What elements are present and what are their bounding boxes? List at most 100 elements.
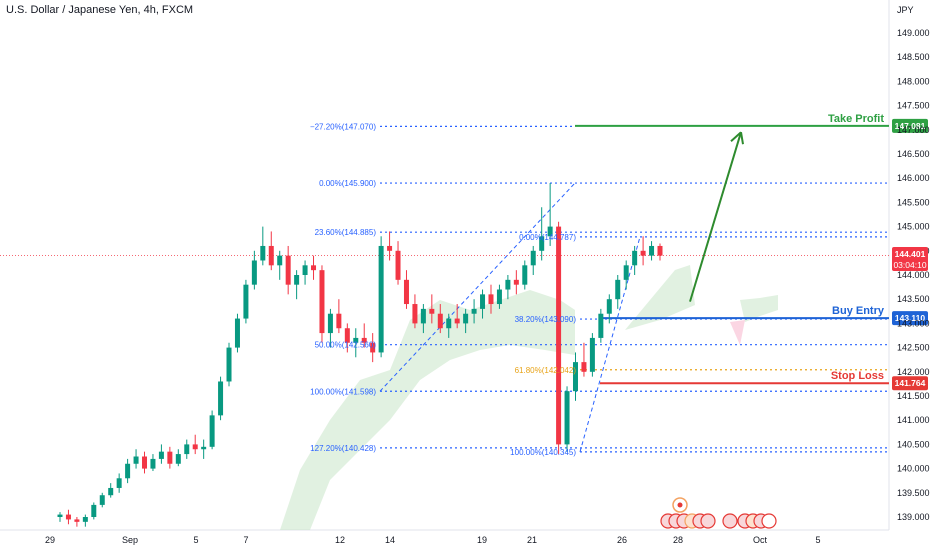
stop-loss-label: Stop Loss [831,370,884,382]
stop-loss-price-tag [892,376,928,391]
candle-body [471,308,477,314]
candle-body [589,337,595,372]
price-tick-label: 142.000 [897,367,930,377]
candle-body [640,250,646,256]
candle-body [226,347,232,382]
candle-body [116,478,122,488]
last-price-tag: 144.401 03:04:10 [892,247,928,271]
candle-body [564,391,570,445]
price-tick-label: 143.500 [897,294,930,304]
candle-body [108,487,114,496]
candle-body [496,289,502,305]
time-tick-label: 19 [477,535,487,545]
candle-body [395,250,401,280]
candle-body [505,279,511,290]
candle-body [488,294,494,305]
candle-body [572,362,578,392]
candle-body [454,318,460,324]
chart-title: U.S. Dollar / Japanese Yen, 4h, FXCM [6,4,193,16]
price-tick-label: 141.000 [897,415,930,425]
candle-body [150,458,156,469]
stop-loss-price-value: 141.764 [895,378,926,388]
candle-body [387,245,393,251]
time-tick-label: 26 [617,535,627,545]
candle-body [65,514,71,520]
price-tick-label: 149.000 [897,28,930,38]
candle-body [311,265,317,271]
fib-level-label: 100.00%(141.598) [310,387,376,396]
candle-body [319,270,325,334]
price-tick-label: 139.500 [897,488,930,498]
candle-body [556,226,562,445]
time-tick-label: 5 [193,535,198,545]
price-tick-label: 139.000 [897,512,930,522]
candle-body [412,304,418,324]
time-tick-label: 29 [45,535,55,545]
time-tick-label: 5 [815,535,820,545]
candle-body [192,444,198,450]
candle-body [243,284,249,319]
price-tick-label: 146.500 [897,149,930,159]
candle-body [175,454,181,464]
candles[interactable] [57,183,663,527]
candle-body [623,265,629,280]
candle-body [581,362,587,372]
us-flag-icon[interactable] [700,513,716,529]
candle-body [99,495,105,505]
candle-body [277,255,283,266]
price-tick-label: 141.500 [897,391,930,401]
candle-body [251,260,257,285]
fib-level-label: 127.20%(140.428) [310,444,376,453]
candle-body [294,275,300,285]
fib-level-label: 0.00%(145.900) [319,179,376,188]
fib-level-label: 50.00%(142.560) [315,341,377,350]
candle-body [463,313,469,324]
candle-body [547,226,553,237]
candle-body [336,313,342,329]
projection-arrow-line [689,131,742,302]
candle-body [158,451,164,459]
event-dot-icon [677,502,683,508]
ichimoku-cloud [280,265,778,530]
take-profit-price-value: 147.081 [895,121,926,131]
cloud-area-bullish [740,295,778,322]
candle-body [184,444,190,455]
price-tick-label: 147.500 [897,101,930,111]
candle-body [598,313,604,338]
fib-level-label: 38.20%(143.090) [515,315,577,324]
candle-body [420,308,426,324]
fib-level-label: 61.80%(142.042) [515,366,577,375]
candle-body [82,517,88,522]
time-tick-label: Sep [122,535,138,545]
price-tick-label: 146.000 [897,173,930,183]
candle-body [429,308,435,314]
candle-body [361,337,367,343]
candle-body [133,456,139,464]
candle-body [260,245,266,261]
candle-body [201,446,207,450]
candle-body [615,279,621,300]
candle-body [370,342,376,353]
us-flag-icon[interactable] [722,513,738,529]
time-tick-label: 21 [527,535,537,545]
candle-body [403,279,409,305]
price-tick-label: 145.500 [897,197,930,207]
candle-body [91,504,97,517]
candle-body [234,318,240,348]
event-icon[interactable] [761,513,777,529]
candle-body [125,463,131,479]
fib-level-label: 23.60%(144.885) [315,228,377,237]
level-labels: −27.20%(147.070) 0.00%(145.900) 23.60%(144… [310,113,928,457]
buy-entry-label: Buy Entry [832,305,885,317]
price-tick-label: 148.500 [897,52,930,62]
candle-body [142,456,148,469]
economic-events[interactable] [660,497,777,529]
candle-body [353,337,359,343]
price-tick-label: 142.500 [897,343,930,353]
candle-body [57,514,63,517]
time-tick-label: 28 [673,535,683,545]
price-tick-label: 147.000 [897,125,930,135]
candle-body [513,279,519,285]
